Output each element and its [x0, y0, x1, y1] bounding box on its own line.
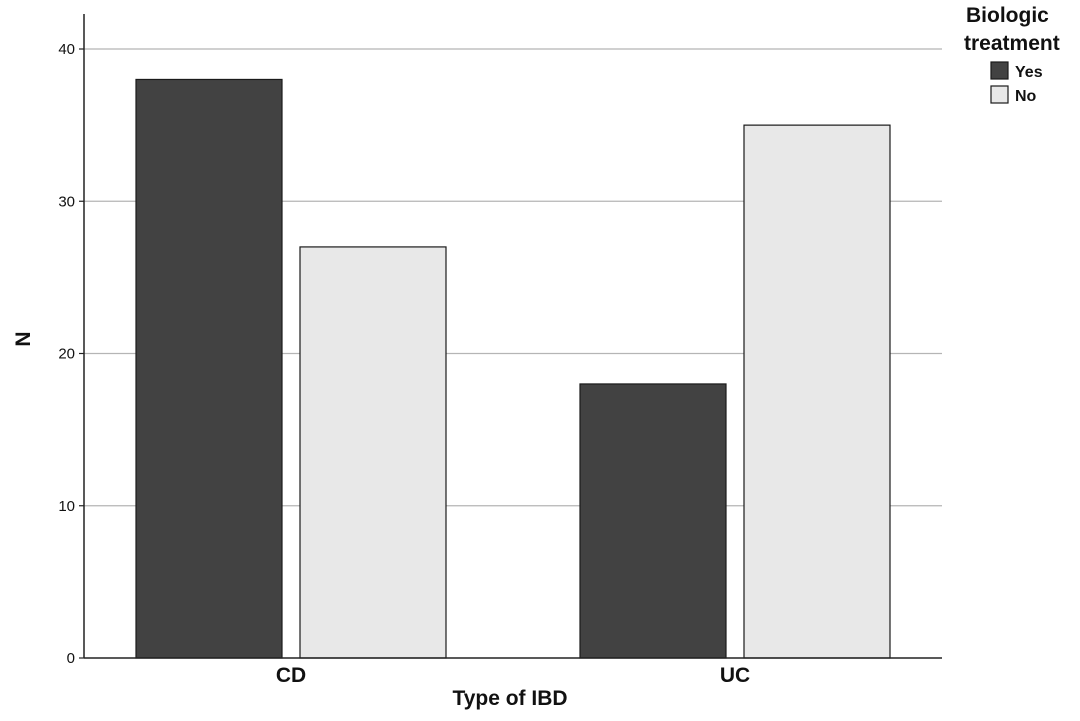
- bar-cd-no: [299, 246, 447, 659]
- bar-uc-yes: [579, 383, 727, 659]
- y-tick-label-10: 10: [58, 498, 75, 515]
- y-tick-label-20: 20: [58, 346, 75, 363]
- y-axis-title: N: [12, 331, 35, 346]
- axes: [83, 14, 942, 659]
- x-category-label-cd: CD: [276, 664, 306, 687]
- bar-cd-yes: [135, 78, 283, 659]
- legend-title-line-2: treatment: [964, 32, 1060, 55]
- legend-label-yes: Yes: [1015, 64, 1043, 81]
- bars: [135, 78, 891, 659]
- y-tick-label-40: 40: [58, 41, 75, 58]
- legend-title-line-1: Biologic: [966, 4, 1049, 27]
- x-axis-title: Type of IBD: [452, 687, 567, 710]
- legend-swatch-yes: [990, 61, 1009, 80]
- x-category-labels: CD UC: [276, 664, 750, 687]
- y-tick-labels: 0 10 20 30 40: [58, 41, 75, 667]
- y-tick-label-0: 0: [67, 650, 75, 667]
- x-category-label-uc: UC: [720, 664, 750, 687]
- legend: Biologic treatment Yes No: [964, 4, 1060, 105]
- legend-label-no: No: [1015, 88, 1037, 105]
- y-tick-label-30: 30: [58, 193, 75, 210]
- bar-uc-no: [743, 124, 891, 659]
- legend-items: Yes No: [990, 61, 1043, 105]
- legend-swatch-no: [990, 85, 1009, 104]
